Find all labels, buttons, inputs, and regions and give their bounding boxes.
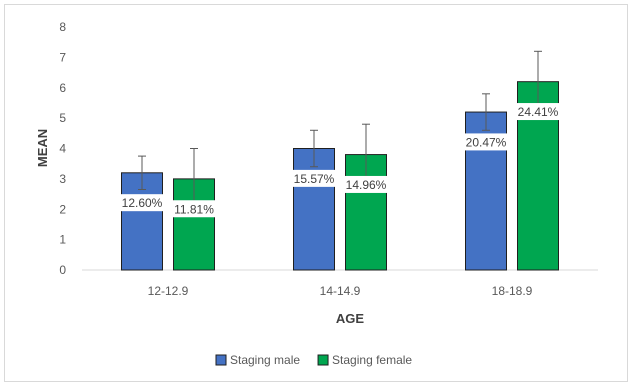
y-axis-ticks: 0 1 2 3 4 5 6 7 8 [59,20,66,277]
data-label: 11.81% [170,200,218,218]
legend-label: Staging female [332,353,412,367]
data-label: 14.96% [342,175,390,193]
error-bar [482,93,490,131]
y-tick-label: 2 [59,202,66,216]
error-bar [138,155,146,191]
data-label-text: 24.41% [518,105,559,119]
legend-item: Staging male [215,353,300,367]
x-tick-label: 14-14.9 [320,284,361,298]
data-label-text: 15.57% [294,172,335,186]
y-tick-label: 8 [59,20,66,34]
y-tick-label: 6 [59,81,66,95]
legend: Staging male Staging female [215,353,412,367]
legend-swatch [215,354,227,366]
bar-male [293,148,335,271]
legend-label: Staging male [230,353,300,367]
legend-item: Staging female [317,353,412,367]
data-labels: 12.60% 11.81% 15.57% 14.96% 20.47% 24.41% [118,103,562,218]
data-label: 20.47% [462,133,510,151]
legend-swatch [317,354,329,366]
y-tick-label: 0 [59,263,66,277]
x-tick-label: 18-18.9 [492,284,533,298]
data-label: 24.41% [514,103,562,121]
y-axis-title: MEAN [35,129,50,167]
data-label: 12.60% [118,194,166,212]
data-label-text: 11.81% [174,202,214,216]
data-label-text: 12.60% [122,196,163,210]
y-tick-label: 1 [59,233,66,247]
error-bars [138,50,542,210]
y-tick-label: 7 [59,50,66,64]
bar-group [121,81,559,271]
y-tick-label: 3 [59,172,66,186]
data-label-text: 14.96% [346,178,387,192]
x-axis-title: AGE [336,311,365,326]
data-label: 15.57% [290,169,338,187]
error-bar [310,129,318,168]
data-label-text: 20.47% [466,135,507,149]
y-tick-label: 4 [59,142,66,156]
x-tick-label: 12-12.9 [148,284,189,298]
x-axis-ticks: 12-12.9 14-14.9 18-18.9 [148,284,533,298]
y-tick-label: 5 [59,111,66,125]
